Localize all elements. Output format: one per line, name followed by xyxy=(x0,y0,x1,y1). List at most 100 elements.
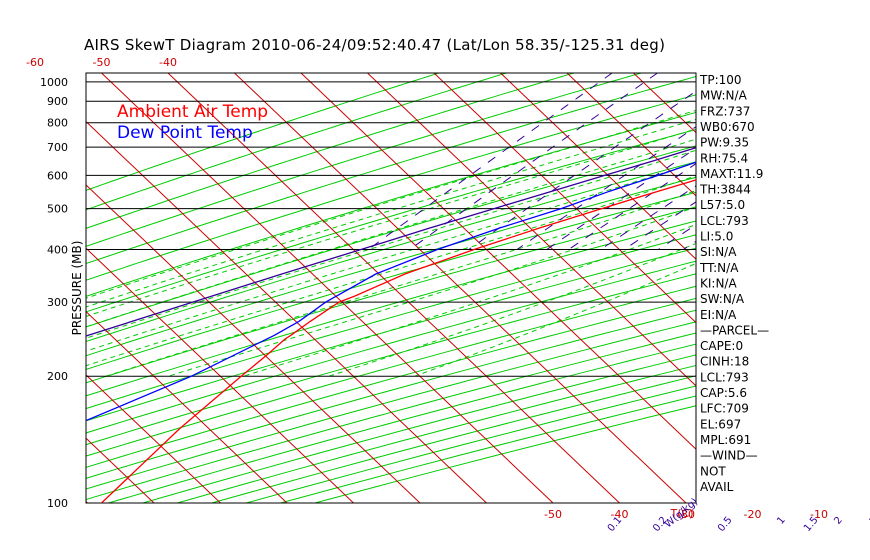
dry-adiabat xyxy=(86,285,696,457)
isotherm-line xyxy=(767,73,870,503)
isotherm-line xyxy=(167,73,620,503)
dry-adiabat xyxy=(86,273,696,446)
temp-unit-label: T(C) xyxy=(670,507,694,520)
mixing-ratio-line xyxy=(837,73,870,250)
index-item: PW:9.35 xyxy=(700,136,749,150)
dry-adiabat xyxy=(86,73,440,191)
mixing-ratio-tick-label: 1 xyxy=(775,515,788,527)
legend-dew-point: Dew Point Temp xyxy=(117,123,253,143)
index-item: MPL:691 xyxy=(700,433,751,447)
dry-adiabat xyxy=(86,73,575,229)
profile-lines xyxy=(86,147,696,503)
index-item: TH:3844 xyxy=(699,183,751,197)
isotherm-line xyxy=(86,184,421,503)
isotherm-line xyxy=(101,73,554,503)
dry-adiabat xyxy=(86,145,696,328)
index-item: FRZ:737 xyxy=(700,104,750,118)
moist-adiabat xyxy=(328,242,696,377)
index-item: TT:N/A xyxy=(699,261,739,275)
dry-adiabat xyxy=(86,176,696,357)
mixing-ratio-line xyxy=(568,163,696,250)
top-temp-tick-label: -50 xyxy=(93,56,111,69)
index-item: LCL:793 xyxy=(700,370,749,384)
index-item: EL:697 xyxy=(700,417,741,431)
mixing-ratio-line xyxy=(808,73,870,250)
moist-adiabat xyxy=(414,262,696,377)
moist-adiabat xyxy=(86,109,696,299)
isotherm-line xyxy=(86,120,487,503)
mixing-ratio-line xyxy=(600,185,696,250)
isotherm-line xyxy=(566,73,696,197)
index-item: EI:N/A xyxy=(700,308,737,322)
mixing-ratio-tick-label: 2 xyxy=(832,515,845,527)
isotherm-line xyxy=(367,73,696,387)
index-item: AVAIL xyxy=(700,480,734,494)
index-item: RH:75.4 xyxy=(700,151,748,165)
bottom-temp-tick-label: -40 xyxy=(611,508,629,521)
dry-adiabat xyxy=(86,128,696,313)
pressure-tick-label: 800 xyxy=(47,117,68,130)
index-item: LFC:709 xyxy=(700,402,749,416)
index-item: WB0:670 xyxy=(700,120,755,134)
top-temp-tick-label: -40 xyxy=(159,56,177,69)
dry-adiabat xyxy=(86,94,696,281)
isotherm-line xyxy=(86,374,221,503)
index-item: —PARCEL— xyxy=(700,323,769,337)
index-item: LCL:793 xyxy=(700,214,749,228)
index-item: SI:N/A xyxy=(700,245,737,259)
pressure-tick-label: 1000 xyxy=(40,76,68,89)
pressure-tick-label: 200 xyxy=(47,370,68,383)
mixing-ratio-line xyxy=(368,73,613,250)
dry-adiabat xyxy=(86,111,696,297)
dry-adiabat xyxy=(211,375,696,503)
isotherm-line xyxy=(633,73,696,134)
chart-title: AIRS SkewT Diagram 2010-06-24/09:52:40.4… xyxy=(84,36,666,54)
dry-adiabat xyxy=(86,161,696,343)
dew-point-temp-line xyxy=(86,161,696,422)
bottom-temp-tick-label: -10 xyxy=(810,508,828,521)
index-item: CAP:5.6 xyxy=(700,386,747,400)
index-item: TP:100 xyxy=(699,73,742,87)
isotherm-line xyxy=(833,73,870,503)
pressure-tick-label: 700 xyxy=(47,141,68,154)
mixing-ratio-line xyxy=(468,90,696,250)
dry-adiabat xyxy=(86,297,696,468)
index-item: MAXT:11.9 xyxy=(700,167,763,181)
mixing-ratio-tick-label: 0.5 xyxy=(716,515,735,534)
parcel-line xyxy=(86,147,696,337)
moist-adiabat xyxy=(243,223,696,377)
isotherm-line xyxy=(0,73,21,503)
moist-adiabat xyxy=(86,149,696,339)
mixing-ratio-line xyxy=(741,73,870,250)
mixing-ratio-tick-label: 3 xyxy=(868,515,870,527)
isotherm-line xyxy=(300,73,696,450)
mixing-ratio-line xyxy=(768,73,870,250)
isotherm-line xyxy=(234,73,687,503)
mixing-ratio-line xyxy=(790,73,870,250)
index-item: MW:N/A xyxy=(700,89,748,103)
legend-air-temp: Ambient Air Temp xyxy=(117,102,268,122)
mixing-ratio-line xyxy=(516,126,696,250)
index-item: LI:5.0 xyxy=(700,230,733,244)
ambient-air-temp-line xyxy=(101,179,696,503)
isotherm-line xyxy=(500,73,696,260)
dry-adiabat xyxy=(86,260,696,434)
dry-adiabat xyxy=(86,206,696,384)
index-item: SW:N/A xyxy=(700,292,745,306)
index-item: CINH:18 xyxy=(700,355,749,369)
pressure-tick-label: 400 xyxy=(47,243,68,256)
index-item: NOT xyxy=(700,464,726,478)
moist-adiabat xyxy=(86,138,696,328)
isotherm-line xyxy=(86,247,354,503)
dry-adiabat xyxy=(86,234,696,410)
isotherm-line xyxy=(433,73,696,324)
bottom-temp-tick-label: -20 xyxy=(744,508,762,521)
y-axis-label: PRESSURE (MB) xyxy=(70,241,84,336)
pressure-tick-label: 600 xyxy=(47,169,68,182)
dry-adiabat xyxy=(86,73,642,247)
pressure-tick-label: 300 xyxy=(47,296,68,309)
plot-frame xyxy=(85,72,697,504)
